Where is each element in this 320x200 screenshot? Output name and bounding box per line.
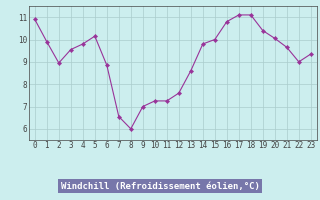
Text: Windchill (Refroidissement éolien,°C): Windchill (Refroidissement éolien,°C) bbox=[60, 182, 260, 190]
